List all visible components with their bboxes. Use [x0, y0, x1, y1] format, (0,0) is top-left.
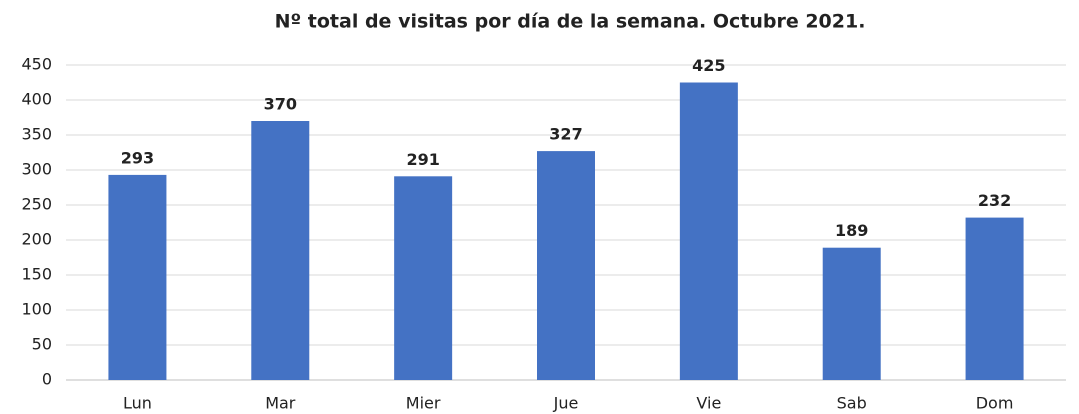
- y-tick-label: 150: [21, 265, 52, 284]
- y-tick-label: 400: [21, 90, 52, 109]
- value-label: 327: [549, 125, 582, 144]
- x-tick-label: Mar: [265, 394, 296, 413]
- y-tick-label: 50: [32, 335, 52, 354]
- value-label: 293: [121, 148, 154, 167]
- y-tick-label: 300: [21, 160, 52, 179]
- x-tick-label: Lun: [123, 394, 152, 413]
- y-tick-label: 450: [21, 55, 52, 74]
- y-tick-label: 350: [21, 125, 52, 144]
- bar: [965, 217, 1024, 380]
- x-tick-label: Jue: [553, 394, 579, 413]
- value-label: 189: [835, 221, 868, 240]
- value-label: 232: [978, 191, 1011, 210]
- x-tick-label: Vie: [696, 394, 721, 413]
- y-tick-label: 0: [42, 370, 52, 389]
- value-label: 291: [406, 150, 439, 169]
- bar: [822, 247, 881, 380]
- bar: [108, 174, 167, 380]
- x-tick-label: Sab: [837, 394, 867, 413]
- bar: [537, 151, 595, 380]
- bar: [251, 121, 310, 380]
- y-tick-label: 100: [21, 300, 52, 319]
- value-label: 370: [264, 95, 297, 114]
- bar: [394, 176, 453, 380]
- value-label: 425: [692, 56, 725, 75]
- bar: [679, 82, 738, 380]
- x-tick-label: Dom: [976, 394, 1014, 413]
- chart-title: Nº total de visitas por día de la semana…: [275, 11, 866, 33]
- y-tick-label: 250: [21, 195, 52, 214]
- y-tick-label: 200: [21, 230, 52, 249]
- x-tick-label: Mier: [406, 394, 441, 413]
